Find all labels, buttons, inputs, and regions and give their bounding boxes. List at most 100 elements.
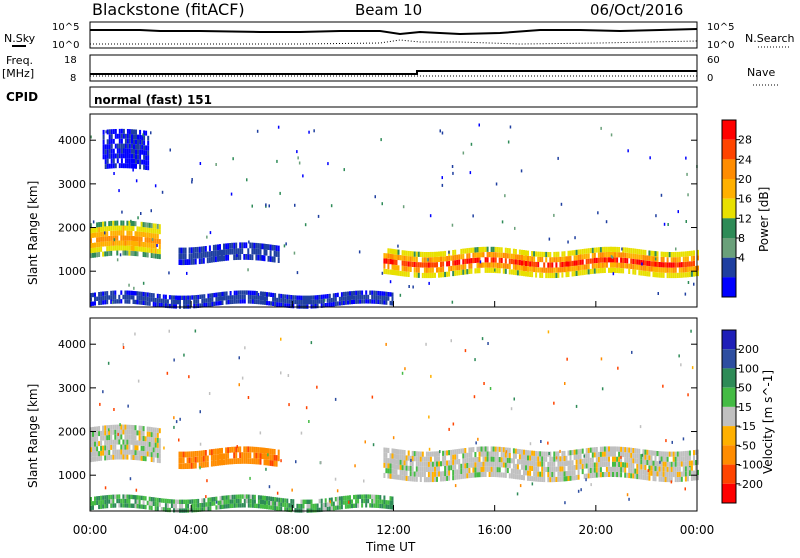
data-cell [357, 503, 360, 508]
data-cell [204, 246, 207, 252]
data-cell [320, 294, 323, 300]
data-cell [138, 231, 141, 237]
data-cell [128, 449, 131, 455]
data-cell [452, 260, 455, 266]
data-cell [133, 158, 135, 164]
data-cell [664, 267, 667, 273]
data-cell [126, 245, 129, 251]
data-cell [122, 220, 125, 226]
data-cell [622, 462, 625, 468]
data-cell [124, 240, 127, 246]
data-cell [512, 248, 515, 254]
data-cell [500, 247, 503, 253]
data-cell [158, 458, 161, 464]
data-cell [411, 261, 414, 267]
data-cell [587, 452, 590, 458]
data-cell [185, 300, 188, 305]
data-cell [237, 458, 240, 464]
data-cell [494, 446, 497, 452]
data-cell [535, 471, 538, 477]
data-cell [199, 507, 202, 512]
data-cell [214, 250, 217, 257]
data-cell [282, 294, 285, 299]
data-cell [140, 226, 143, 232]
data-cell [504, 472, 507, 478]
data-cell [516, 259, 519, 265]
data-cell [484, 461, 487, 467]
data-cell [551, 477, 554, 483]
data-cell [130, 225, 133, 231]
data-cell [322, 303, 325, 308]
data-cell [425, 466, 428, 472]
data-cell [626, 472, 629, 478]
data-cell [608, 466, 610, 472]
data-cell [132, 445, 135, 450]
data-cell [486, 461, 489, 467]
data-cell [448, 271, 451, 277]
data-cell [208, 251, 211, 258]
data-cell [90, 243, 92, 249]
data-cell [575, 260, 578, 266]
data-cell [108, 144, 111, 149]
data-cell [326, 298, 329, 303]
data-cell [227, 249, 230, 255]
data-cell [158, 239, 161, 245]
data-cell [512, 259, 515, 265]
data-cell [138, 455, 141, 461]
echo-speck [168, 271, 170, 275]
data-cell [460, 468, 463, 474]
data-cell [112, 148, 115, 154]
data-cell [488, 252, 491, 258]
data-cell [203, 506, 206, 512]
data-cell [211, 293, 214, 298]
data-cell [452, 454, 455, 460]
data-cell [494, 252, 497, 258]
data-cell [217, 256, 219, 262]
data-cell [197, 507, 200, 512]
echo-speck [249, 476, 251, 480]
data-cell [444, 460, 447, 466]
echo-speck [137, 216, 139, 220]
data-cell [676, 466, 679, 472]
data-cell [401, 465, 404, 471]
data-cell [666, 262, 669, 268]
echo-speck [119, 423, 121, 427]
data-cell [134, 445, 137, 451]
data-cell [100, 296, 103, 301]
data-cell [442, 476, 445, 482]
data-cell [618, 461, 621, 467]
data-cell [371, 503, 374, 508]
data-cell [496, 446, 499, 452]
data-cell [680, 451, 683, 457]
data-cell [128, 220, 131, 226]
data-cell [476, 446, 479, 452]
data-cell [413, 476, 416, 482]
data-cell [431, 466, 434, 472]
data-cell [243, 458, 246, 464]
data-cell [496, 247, 499, 253]
data-cell [405, 455, 408, 461]
data-cell [122, 294, 125, 300]
data-cell [257, 299, 260, 305]
data-cell [383, 258, 386, 264]
data-cell [488, 456, 491, 462]
data-cell [395, 464, 398, 470]
data-cell [646, 475, 649, 481]
data-cell [145, 160, 148, 165]
data-cell [126, 299, 129, 304]
data-cell [496, 268, 499, 274]
data-cell [306, 499, 309, 504]
data-cell [630, 263, 633, 269]
data-cell [251, 242, 254, 249]
data-cell [373, 499, 376, 504]
data-cell [654, 450, 657, 456]
data-cell [557, 471, 560, 477]
data-cell [533, 266, 536, 273]
data-cell [561, 476, 564, 482]
data-cell [387, 292, 390, 297]
data-cell [223, 296, 226, 301]
data-cell [134, 499, 137, 504]
data-cell [209, 302, 212, 307]
data-cell [577, 265, 580, 271]
